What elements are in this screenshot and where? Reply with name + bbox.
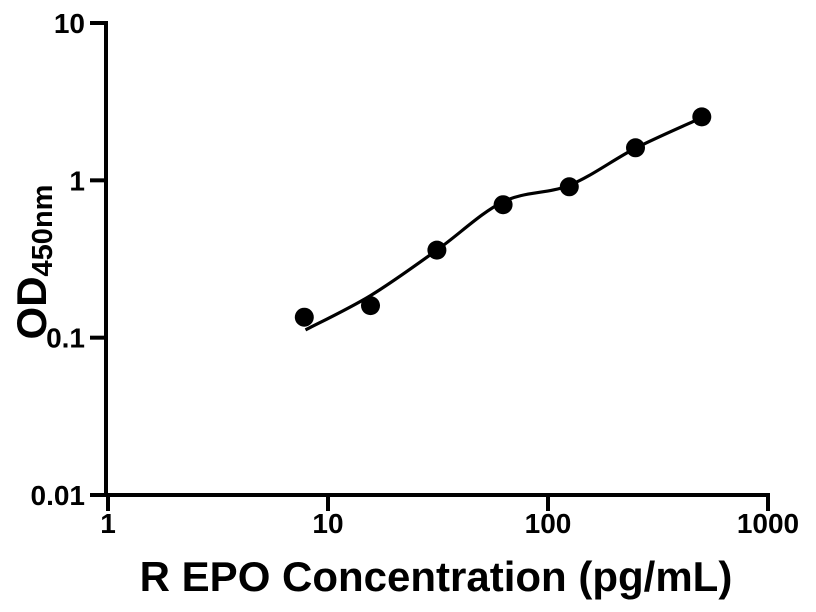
- x-tick-label: 1: [100, 508, 116, 539]
- data-points-group: [294, 107, 712, 327]
- x-axis-title-text: R EPO Concentration (pg/mL): [139, 553, 733, 600]
- data-point: [692, 107, 712, 127]
- axes-group: 10 1 0.1 0.01 1 10 100 1000: [31, 8, 800, 539]
- y-axis-title-subscript: 450nm: [27, 184, 59, 277]
- data-point: [361, 296, 380, 316]
- x-tick-label: 100: [525, 508, 572, 539]
- y-tick-label: 0.1: [46, 323, 85, 354]
- data-point: [559, 177, 579, 197]
- x-tick-label: 1000: [737, 508, 799, 539]
- data-point: [427, 240, 447, 260]
- y-tick-label: 1: [69, 165, 85, 196]
- data-point: [294, 307, 314, 327]
- x-axis-title: R EPO Concentration (pg/mL): [104, 553, 768, 601]
- y-tick-label: 0.01: [31, 480, 86, 511]
- x-tick-label: 10: [312, 508, 343, 539]
- y-axis-title-main: OD: [8, 276, 55, 340]
- y-tick-label: 10: [54, 8, 85, 39]
- y-axis-title: OD450nm: [8, 185, 60, 340]
- data-point: [493, 195, 513, 215]
- data-point: [626, 138, 645, 158]
